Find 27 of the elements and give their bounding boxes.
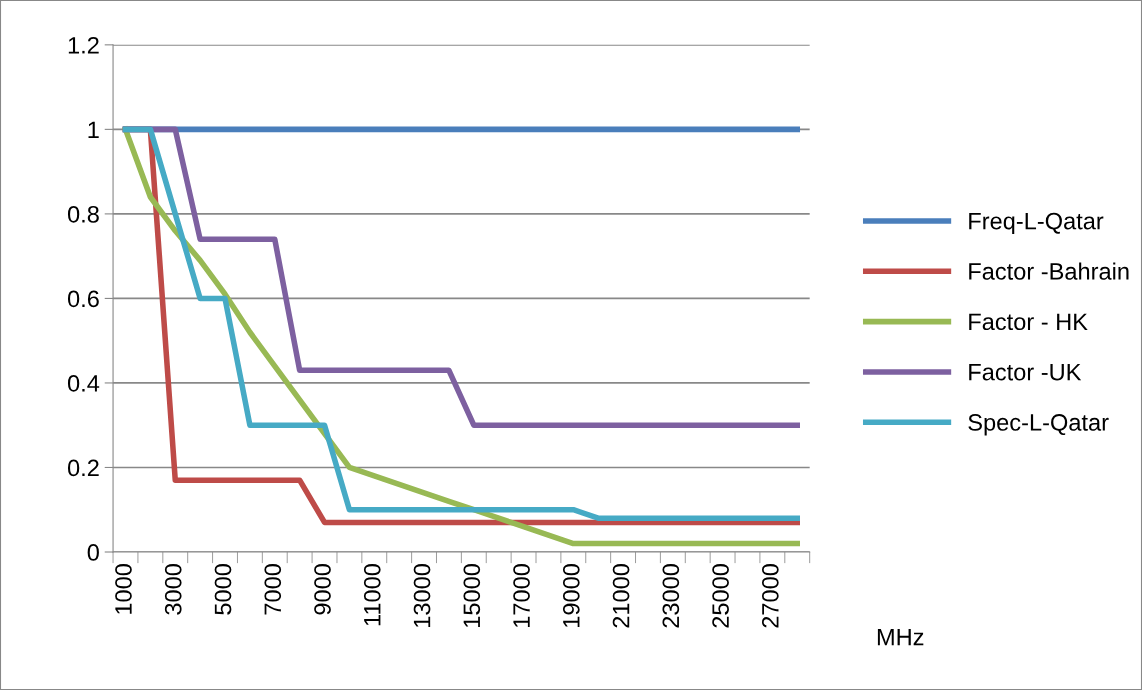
- y-tick-label: 0.2: [67, 459, 99, 477]
- y-tick-label: 0.4: [67, 375, 100, 392]
- y-tick-label: 1: [88, 121, 99, 138]
- y-tick-label: 0: [87, 544, 99, 561]
- x-tick-label: 5000: [214, 564, 232, 615]
- legend-label: Spec-L-Qatar: [968, 414, 1109, 436]
- x-tick-label: 7000: [264, 564, 282, 615]
- x-tick-label: 19000: [562, 564, 580, 627]
- x-tick-label: 27000: [761, 564, 779, 628]
- x-tick-label: 3000: [164, 564, 182, 615]
- legend-label: Factor - HK: [969, 313, 1088, 331]
- x-tick-label: 11000: [363, 564, 381, 626]
- x-tick-label: 9000: [314, 564, 331, 615]
- x-tick-label: 23000: [662, 564, 680, 628]
- y-tick-label: 0.6: [67, 290, 99, 308]
- x-tick-label: 21000: [612, 564, 630, 628]
- legend-label: Factor -Bahrain: [969, 262, 1129, 280]
- y-tick-label: 0.8: [67, 205, 99, 223]
- x-tick-label: 1000: [115, 564, 132, 614]
- x-tick-label: 25000: [712, 564, 729, 628]
- y-tick-label: 1.2: [68, 36, 99, 54]
- x-tick-label: 13000: [413, 564, 431, 627]
- x-tick-label: 17000: [513, 564, 530, 627]
- x-axis-title: MHz: [877, 628, 924, 646]
- x-tick-label: 15000: [463, 564, 481, 627]
- legend-label: Factor -UK: [969, 363, 1082, 381]
- legend-label: Freq-L-Qatar: [969, 212, 1104, 235]
